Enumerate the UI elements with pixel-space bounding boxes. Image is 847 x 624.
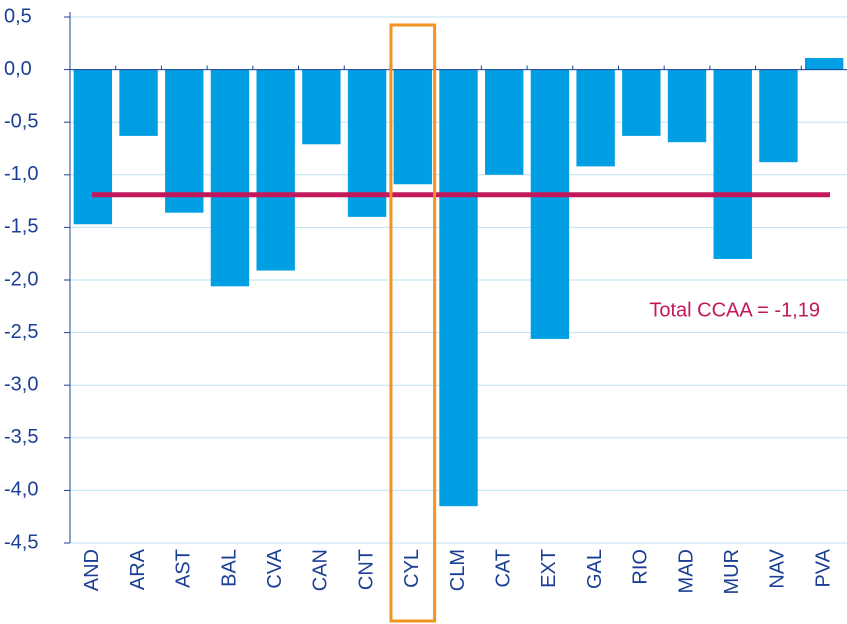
- highlight-box: [389, 23, 437, 623]
- bar: [713, 69, 752, 259]
- x-tick-label: AND: [81, 549, 103, 591]
- x-tick-label: MUR: [721, 549, 743, 595]
- y-tick-label: -4,0: [4, 479, 38, 501]
- x-tick-label: NAV: [767, 548, 789, 588]
- bar: [210, 69, 250, 287]
- x-tick-label: RIO: [630, 549, 652, 585]
- bar: [302, 69, 341, 145]
- y-tick-label: -0,5: [4, 110, 38, 132]
- y-tick-label: -1,5: [4, 216, 38, 238]
- y-tick-label: -1,0: [4, 163, 38, 185]
- y-tick-label: 0,5: [4, 5, 32, 27]
- y-tick-label: -2,0: [4, 268, 38, 290]
- bar: [393, 69, 432, 185]
- x-tick-label: MAD: [675, 549, 697, 593]
- bar: [256, 69, 295, 271]
- bar: [804, 58, 844, 70]
- x-tick-label: CLM: [447, 549, 469, 591]
- x-tick-label: CAT: [492, 549, 514, 588]
- bar: [667, 69, 707, 143]
- x-tick-label: PVA: [812, 548, 834, 587]
- x-tick-label: CNT: [355, 549, 377, 590]
- y-tick-label: -2,5: [4, 321, 38, 343]
- bar: [485, 69, 524, 175]
- x-tick-label: AST: [173, 549, 195, 588]
- reference-label: Total CCAA = -1,19: [649, 299, 820, 321]
- x-tick-label: CVA: [264, 548, 286, 588]
- bar: [439, 69, 478, 507]
- x-tick-label: CYL: [401, 549, 423, 588]
- x-tick-label: BAL: [218, 549, 240, 587]
- y-tick-label: -3,0: [4, 373, 38, 395]
- bar: [165, 69, 204, 213]
- x-tick-label: ARA: [127, 548, 149, 590]
- x-tick-label: CAN: [310, 549, 332, 591]
- y-tick-label: -3,5: [4, 426, 38, 448]
- bar: [576, 69, 615, 167]
- bar: [73, 69, 113, 225]
- y-tick-label: 0,0: [4, 58, 32, 80]
- x-tick-label: GAL: [584, 549, 606, 589]
- bar: [530, 69, 570, 339]
- x-tick-label: EXT: [538, 549, 560, 588]
- bar: [622, 69, 661, 136]
- y-tick-label: -4,5: [4, 531, 38, 553]
- bar: [759, 69, 798, 163]
- bar: [119, 69, 158, 136]
